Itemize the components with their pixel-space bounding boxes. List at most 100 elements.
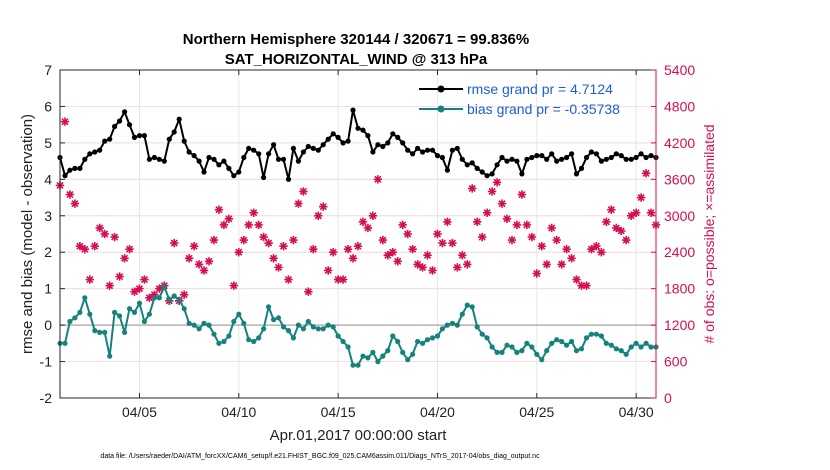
rmse-point bbox=[643, 154, 649, 161]
y-tick-label: 4 bbox=[44, 171, 52, 187]
bias-point bbox=[131, 309, 138, 315]
bias-point bbox=[360, 353, 366, 359]
bias-point bbox=[151, 295, 157, 301]
obs-marker-stroke bbox=[399, 221, 407, 229]
rmse-point bbox=[424, 147, 431, 153]
obs-marker bbox=[602, 217, 611, 227]
bias-point bbox=[628, 344, 634, 350]
obs-marker bbox=[249, 208, 258, 217]
bias-point bbox=[504, 342, 510, 348]
grid bbox=[60, 69, 656, 399]
obs-marker-stroke bbox=[582, 282, 591, 290]
obs-marker bbox=[522, 220, 532, 230]
rmse-point bbox=[583, 154, 590, 161]
bias-point bbox=[618, 348, 624, 354]
rmse-point bbox=[469, 160, 475, 166]
obs-marker bbox=[607, 205, 616, 214]
bias-point bbox=[638, 344, 644, 350]
bias-point bbox=[370, 349, 376, 355]
bias-point bbox=[146, 311, 152, 317]
rmse-point bbox=[226, 165, 232, 171]
obs-marker bbox=[90, 241, 99, 251]
bias-point bbox=[261, 326, 267, 332]
bias-point bbox=[613, 346, 619, 352]
rmse-point bbox=[330, 131, 336, 137]
rmse-point bbox=[107, 136, 113, 142]
rmse-point bbox=[449, 147, 455, 153]
bias-point bbox=[67, 318, 73, 325]
rmse-point bbox=[628, 156, 634, 162]
y-axis-right: 0 600 1200 1800 2400 3000 3600 4200 4800 5400 bbox=[651, 62, 695, 406]
rmse-point bbox=[251, 147, 257, 153]
obs-marker bbox=[343, 244, 353, 254]
bias-point bbox=[181, 306, 187, 312]
obs-marker-stroke bbox=[86, 275, 94, 284]
rmse-point bbox=[385, 140, 391, 146]
obs-marker bbox=[622, 235, 631, 245]
bias-point bbox=[246, 337, 252, 343]
bias-point bbox=[161, 284, 167, 290]
obs-marker bbox=[289, 235, 298, 245]
x-tick-label: 04/05 bbox=[122, 404, 157, 420]
obs-marker bbox=[229, 281, 239, 290]
obs-marker-stroke bbox=[260, 233, 268, 241]
bias-point bbox=[405, 357, 411, 363]
obs-marker-stroke bbox=[409, 245, 417, 253]
obs-marker bbox=[314, 211, 323, 220]
obs-marker bbox=[194, 260, 204, 269]
obs-marker-stroke bbox=[622, 236, 630, 244]
obs-marker-stroke bbox=[612, 224, 620, 232]
x-tick-label: 04/10 bbox=[221, 404, 256, 420]
obs-marker-stroke bbox=[155, 285, 163, 293]
bias-point bbox=[275, 315, 282, 321]
bias-point bbox=[335, 333, 341, 339]
rmse-point bbox=[593, 151, 600, 157]
legend-bias-marker bbox=[437, 105, 445, 113]
obs-marker-stroke bbox=[205, 257, 213, 265]
rmse-point bbox=[618, 153, 624, 159]
rmse-point bbox=[77, 165, 83, 171]
obs-marker bbox=[328, 248, 338, 257]
bias-point bbox=[524, 340, 530, 346]
rmse-point bbox=[588, 149, 595, 155]
obs-marker-stroke bbox=[270, 254, 278, 262]
rmse-point bbox=[544, 156, 550, 162]
obs-marker bbox=[482, 208, 492, 217]
obs-marker bbox=[626, 211, 636, 220]
obs-marker-stroke bbox=[324, 266, 332, 275]
obs-marker-stroke bbox=[503, 215, 511, 223]
rmse-point bbox=[569, 151, 575, 157]
obs-marker bbox=[497, 199, 507, 208]
obs-marker bbox=[199, 266, 209, 275]
rmse-point bbox=[171, 129, 177, 135]
bias-point bbox=[375, 359, 381, 365]
obs-marker-stroke bbox=[637, 193, 645, 202]
y-axis-right-label: # of obs: o=possible; ×=assimilated bbox=[701, 124, 717, 343]
rmse-point bbox=[578, 165, 585, 171]
bias-point bbox=[569, 338, 575, 345]
rmse-point bbox=[395, 134, 401, 140]
rmse-point bbox=[320, 142, 326, 148]
bias-point bbox=[141, 318, 147, 325]
obs-marker bbox=[294, 199, 303, 208]
rmse-point bbox=[97, 147, 103, 153]
rmse-point bbox=[459, 156, 465, 162]
obs-marker-stroke bbox=[384, 251, 392, 259]
rmse-point bbox=[420, 149, 426, 155]
rmse-point bbox=[196, 158, 202, 164]
bias-point bbox=[196, 326, 202, 332]
rmse-point bbox=[390, 131, 396, 137]
obs-marker-stroke bbox=[448, 239, 456, 247]
rmse-point bbox=[211, 156, 217, 162]
obs-marker-stroke bbox=[344, 245, 352, 253]
x-axis-label: Apr.01,2017 00:00:00 start bbox=[270, 427, 448, 444]
rmse-point bbox=[275, 156, 282, 162]
bias-point bbox=[156, 295, 162, 301]
rmse-point bbox=[370, 149, 376, 155]
bias-point bbox=[310, 324, 316, 330]
rmse-point bbox=[405, 147, 411, 153]
x-tick-label: 04/20 bbox=[420, 404, 455, 420]
obs-marker bbox=[408, 244, 417, 254]
rmse-point bbox=[489, 171, 495, 177]
bias-point bbox=[122, 329, 128, 335]
